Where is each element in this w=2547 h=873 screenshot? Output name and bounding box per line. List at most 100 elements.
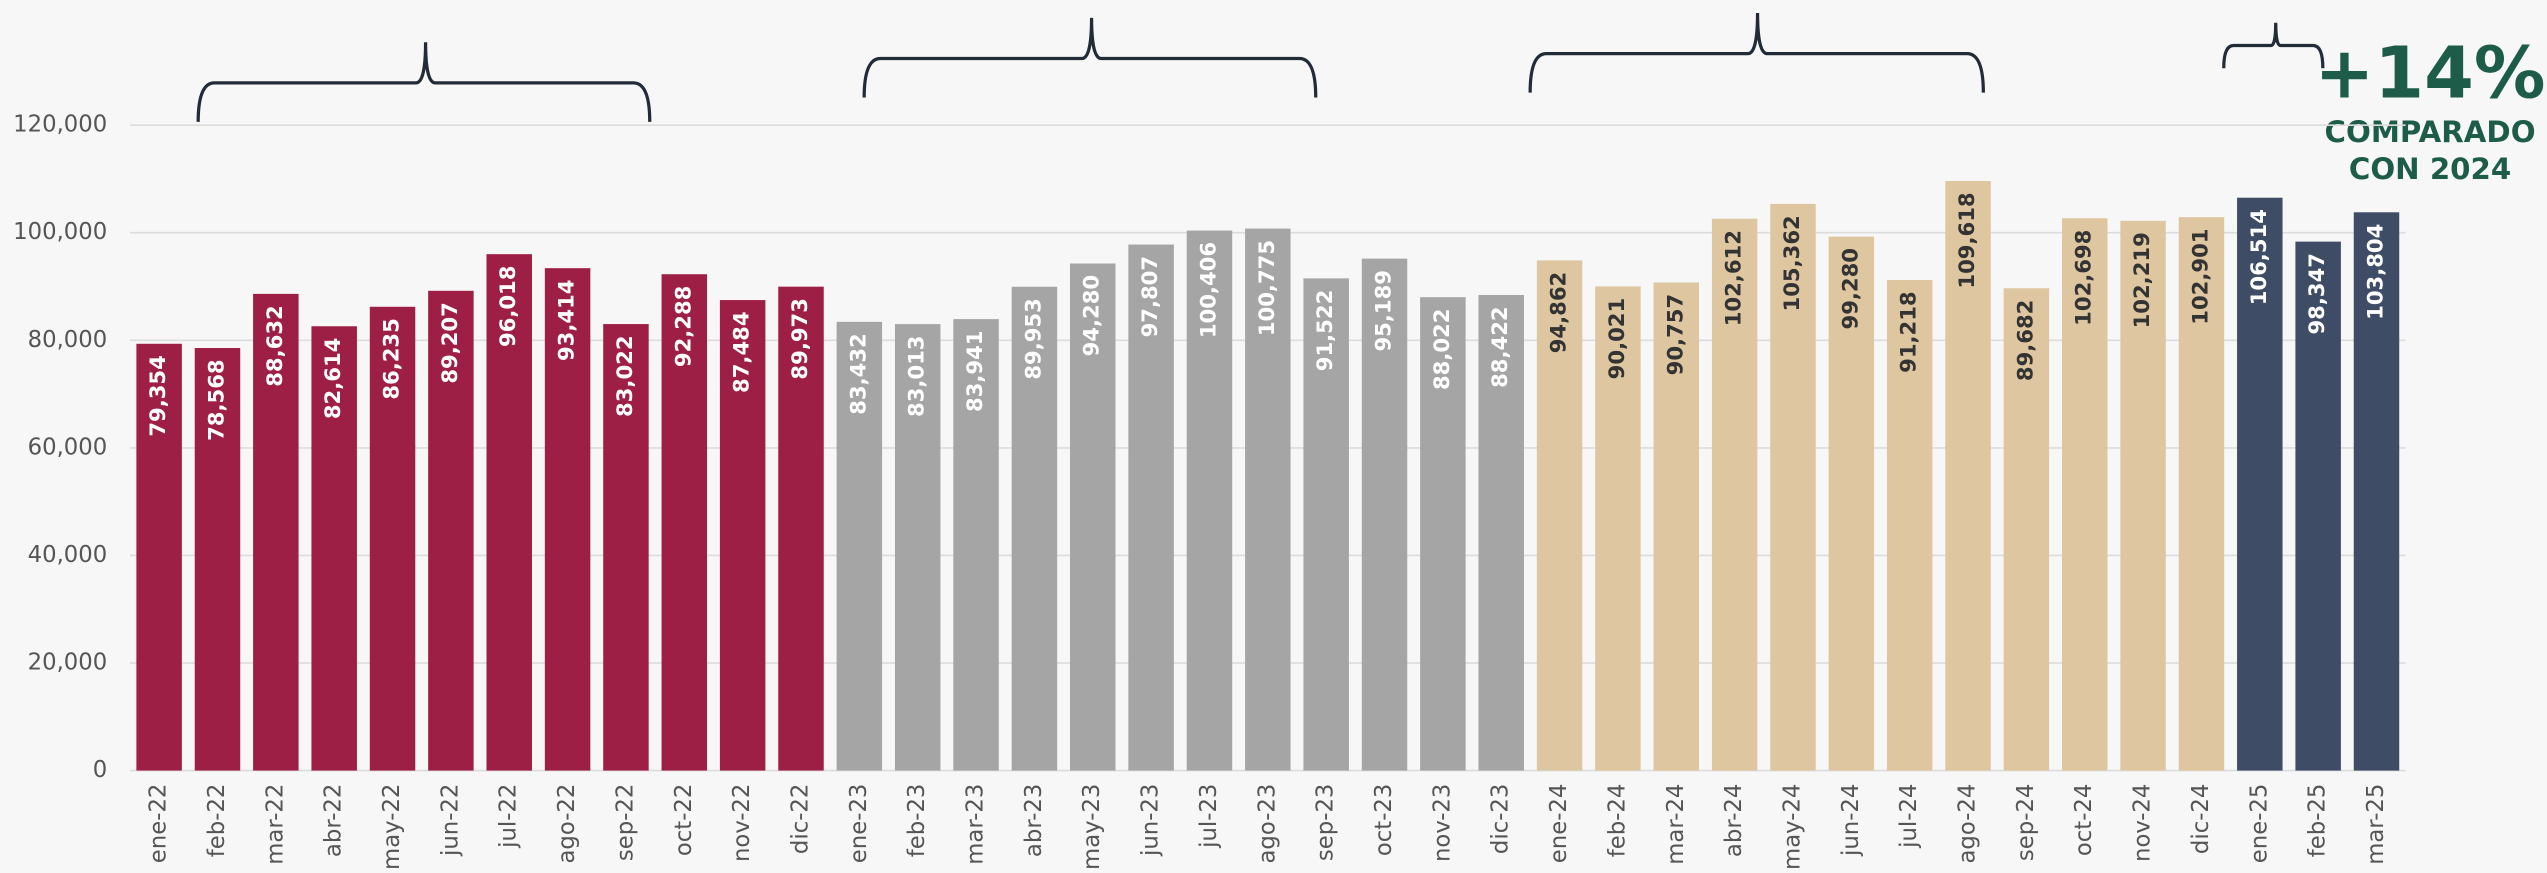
bar bbox=[778, 286, 824, 771]
x-tick-label: ene-25 bbox=[2246, 784, 2272, 864]
bar bbox=[544, 268, 591, 771]
x-tick-label: abr-23 bbox=[1021, 784, 1047, 857]
x-tick-label: ago-23 bbox=[1254, 784, 1280, 864]
y-tick-label: 120,000 bbox=[13, 112, 107, 138]
value-label: 103,804 bbox=[2363, 224, 2388, 320]
value-label: 97,807 bbox=[1137, 256, 1162, 338]
bar bbox=[136, 343, 182, 771]
value-label: 91,522 bbox=[1312, 290, 1337, 372]
value-label: 78,568 bbox=[203, 359, 228, 441]
bar bbox=[1245, 228, 1291, 771]
bar bbox=[1011, 286, 1058, 771]
bar bbox=[486, 254, 532, 771]
bar bbox=[2353, 212, 2400, 771]
value-label: 106,514 bbox=[2246, 209, 2271, 305]
value-label: 86,235 bbox=[379, 318, 404, 400]
bar bbox=[1478, 295, 1524, 771]
x-tick-label: jun-23 bbox=[1138, 784, 1164, 857]
x-tick-label: oct-22 bbox=[671, 784, 697, 857]
bar bbox=[719, 300, 766, 771]
value-label: 88,422 bbox=[1487, 306, 1512, 388]
bracket bbox=[196, 42, 652, 122]
value-label: 109,618 bbox=[1954, 192, 1979, 288]
value-label: 89,682 bbox=[2012, 300, 2037, 382]
value-label: 83,022 bbox=[612, 335, 637, 417]
bar bbox=[428, 290, 474, 771]
bar bbox=[603, 324, 649, 771]
bar bbox=[1653, 282, 1700, 771]
annotation-line: CON 2024 bbox=[2349, 152, 2511, 186]
x-tick-label: nov-24 bbox=[2130, 784, 2156, 862]
x-tick-label: feb-22 bbox=[204, 784, 230, 858]
value-label: 99,280 bbox=[1837, 248, 1862, 330]
bracket bbox=[2222, 22, 2325, 69]
x-tick-label: sep-23 bbox=[1313, 784, 1339, 861]
x-tick-label: ago-22 bbox=[554, 784, 580, 864]
x-tick-label: oct-24 bbox=[2071, 784, 2097, 857]
bar bbox=[1536, 260, 1583, 771]
value-label: 98,347 bbox=[2304, 253, 2329, 335]
x-tick-label: nov-23 bbox=[1429, 784, 1455, 862]
value-label: 93,414 bbox=[554, 280, 579, 362]
bar bbox=[894, 324, 941, 771]
value-label: 89,207 bbox=[437, 302, 462, 384]
x-tick-label: mar-25 bbox=[2363, 784, 2389, 865]
bar bbox=[1303, 278, 1349, 771]
bracket bbox=[1528, 13, 1985, 93]
bar bbox=[1711, 218, 1758, 771]
x-tick-label: dic-23 bbox=[1488, 784, 1514, 854]
x-tick-label: dic-22 bbox=[788, 784, 814, 854]
x-tick-label: abr-24 bbox=[1721, 784, 1747, 857]
bar bbox=[1420, 297, 1466, 771]
value-label: 83,941 bbox=[962, 330, 987, 412]
value-label: 100,406 bbox=[1195, 242, 1220, 338]
value-label: 82,614 bbox=[320, 338, 345, 420]
value-label: 89,973 bbox=[787, 298, 812, 380]
bar bbox=[1186, 230, 1233, 771]
value-label: 96,018 bbox=[495, 266, 520, 348]
bar bbox=[1886, 279, 1933, 771]
bar bbox=[2295, 241, 2341, 771]
bar bbox=[1770, 203, 1816, 771]
x-tick-label: jul-23 bbox=[1196, 784, 1222, 849]
bar bbox=[1128, 244, 1174, 771]
y-tick-label: 60,000 bbox=[28, 434, 108, 460]
value-label: 105,362 bbox=[1779, 215, 1804, 311]
bar bbox=[1595, 286, 1641, 771]
value-label: 83,432 bbox=[845, 333, 870, 415]
x-tick-label: feb-23 bbox=[904, 784, 930, 858]
x-tick-label: may-24 bbox=[1779, 784, 1805, 870]
x-tick-label: may-22 bbox=[379, 784, 405, 870]
x-tick-label: ene-24 bbox=[1546, 784, 1572, 864]
bar bbox=[369, 306, 416, 771]
bar bbox=[953, 319, 999, 771]
bar bbox=[194, 348, 241, 771]
value-label: 89,953 bbox=[1020, 298, 1045, 380]
x-tick-label: ene-22 bbox=[146, 784, 172, 864]
value-label: 92,288 bbox=[670, 286, 695, 368]
value-label: 90,757 bbox=[1662, 294, 1687, 376]
x-tick-label: feb-25 bbox=[2305, 784, 2331, 858]
value-label: 102,901 bbox=[2187, 229, 2212, 325]
bar bbox=[1070, 263, 1116, 771]
x-tick-label: jul-24 bbox=[1896, 784, 1922, 849]
value-label: 100,775 bbox=[1254, 240, 1279, 336]
x-tick-label: mar-22 bbox=[262, 784, 288, 865]
value-label: 95,189 bbox=[1371, 270, 1396, 352]
value-label: 88,632 bbox=[262, 305, 287, 387]
x-tick-label: ago-24 bbox=[1955, 784, 1981, 864]
x-tick-label: dic-24 bbox=[2188, 784, 2214, 854]
y-tick-label: 40,000 bbox=[28, 542, 108, 568]
bar bbox=[253, 293, 299, 771]
x-tick-label: nov-22 bbox=[729, 784, 755, 862]
x-tick-label: jun-22 bbox=[437, 784, 463, 857]
value-label: 79,354 bbox=[145, 355, 170, 437]
x-tick-label: feb-24 bbox=[1604, 784, 1630, 858]
bar bbox=[2003, 288, 2050, 771]
y-tick-label: 80,000 bbox=[28, 327, 108, 353]
bar bbox=[1945, 181, 1991, 771]
value-label: 102,612 bbox=[1721, 230, 1746, 326]
x-tick-label: abr-22 bbox=[321, 784, 347, 857]
x-tick-label: jul-22 bbox=[496, 784, 522, 849]
